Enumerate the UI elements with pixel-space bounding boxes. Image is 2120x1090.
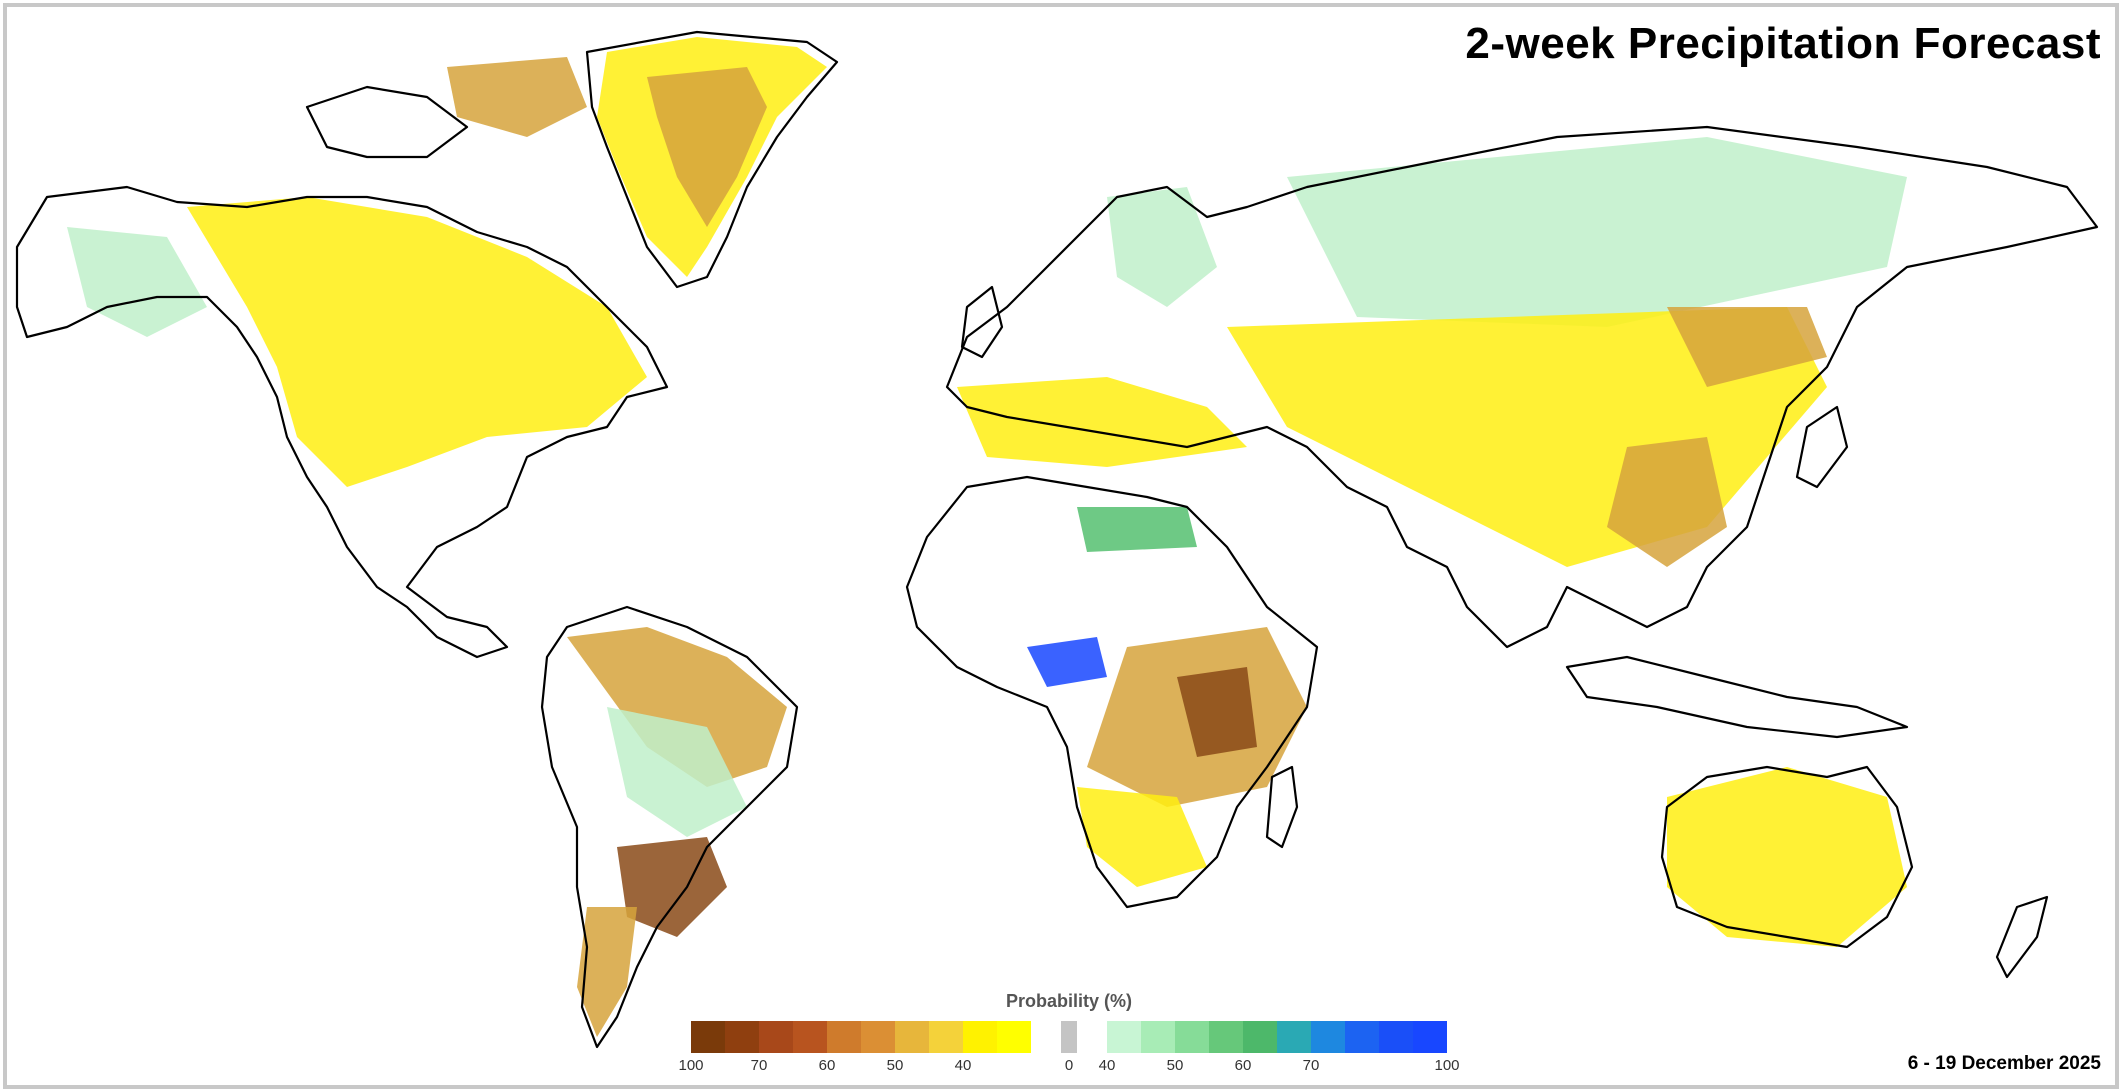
west-africa-wet <box>1027 637 1107 687</box>
legend-wet-tick: 50 <box>1166 1057 1184 1074</box>
coastlines <box>15 30 2099 1049</box>
legend-dry-swatch <box>759 1021 793 1053</box>
legend-wet-tick: 100 <box>1434 1057 1460 1074</box>
north-america-wet <box>67 227 207 337</box>
legend-wet-tick: 70 <box>1302 1057 1320 1074</box>
legend-wet-swatch <box>1345 1021 1379 1053</box>
legend-wet-swatch <box>1243 1021 1277 1053</box>
map-title: 2-week Precipitation Forecast <box>1465 19 2101 68</box>
legend-wet-swatch <box>1379 1021 1413 1053</box>
legend-wet-swatch <box>1107 1021 1141 1053</box>
north-america-dry <box>187 197 647 487</box>
legend-title: Probability (%) <box>1005 991 1132 1011</box>
legend-dry-swatch <box>725 1021 759 1053</box>
south-america-outline <box>540 605 799 1049</box>
legend-wet-swatch <box>1209 1021 1243 1053</box>
legend-dry-tick: 70 <box>750 1057 768 1074</box>
legend-wet-swatch <box>1175 1021 1209 1053</box>
europe-dry <box>957 377 1247 467</box>
legend-dry-swatch <box>691 1021 725 1053</box>
legend-dry-swatch <box>827 1021 861 1053</box>
east-asia-dry <box>1667 307 1827 387</box>
legend-dry-tick: 100 <box>678 1057 704 1074</box>
legend-wet-swatch <box>1141 1021 1175 1053</box>
legend-wet-tick: 60 <box>1234 1057 1252 1074</box>
arctic-canada-dry <box>447 57 587 137</box>
legend-wet-swatch <box>1413 1021 1447 1053</box>
legend-dry-swatch <box>997 1021 1031 1053</box>
legend-dry-tick: 60 <box>818 1057 836 1074</box>
date-range: 6 - 19 December 2025 <box>1907 1053 2101 1074</box>
indonesia-outline <box>1565 655 1909 739</box>
australia-dry <box>1667 767 1907 947</box>
probability-legend: Probability (%) 100 70 60 50 40 0 40 50 60 70 100 <box>678 987 1459 1077</box>
legend-dry-tick: 40 <box>954 1057 972 1074</box>
legend-neutral-swatch <box>1061 1021 1077 1053</box>
south-america-wet <box>607 707 747 837</box>
eurasia-outline <box>945 125 2099 649</box>
southern-africa-dry <box>1077 787 1207 887</box>
australia-outline <box>1660 765 1914 949</box>
north-africa-wet <box>1077 507 1197 552</box>
europe-wet <box>1107 187 1217 307</box>
japan-outline <box>1795 405 1849 489</box>
north-america-outline <box>15 185 669 659</box>
south-america-dry-north <box>567 627 787 787</box>
legend-dry-swatch <box>929 1021 963 1053</box>
legend-wet-swatch <box>1311 1021 1345 1053</box>
arctic-islands-outline <box>305 85 469 159</box>
legend-wet-tick: 40 <box>1098 1057 1116 1074</box>
legend-dry-tick: 50 <box>886 1057 904 1074</box>
legend-wet-swatch <box>1277 1021 1311 1053</box>
africa-outline <box>905 475 1319 909</box>
east-africa-dry-core <box>1177 667 1257 757</box>
legend-dry-swatch <box>861 1021 895 1053</box>
uk-outline <box>960 285 1004 359</box>
map-frame: 2-week Precipitation Forecast 6 - 19 Dec… <box>3 3 2119 1089</box>
russia-wet <box>1287 137 1907 327</box>
patagonia-dry <box>577 907 637 1037</box>
legend-neutral-tick: 0 <box>1064 1057 1074 1074</box>
legend-dry-swatch <box>963 1021 997 1053</box>
greenland-outline <box>585 30 839 289</box>
legend-dry-swatch <box>895 1021 929 1053</box>
china-dry-core <box>1607 437 1727 567</box>
world-map <box>15 30 2099 1049</box>
greenland-dry-core <box>647 67 767 227</box>
legend-dry-swatch <box>793 1021 827 1053</box>
madagascar-outline <box>1265 765 1299 849</box>
new-zealand-outline <box>1995 895 2049 979</box>
